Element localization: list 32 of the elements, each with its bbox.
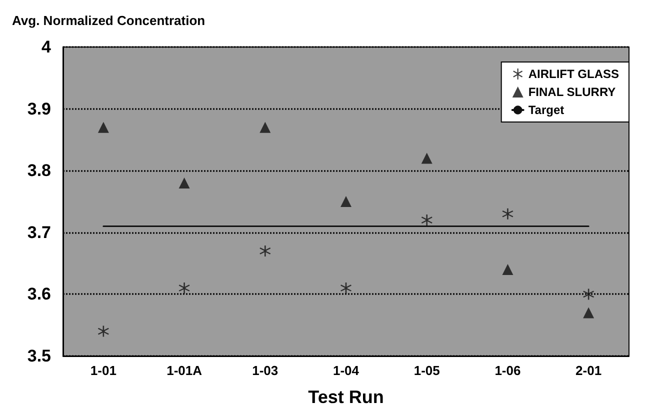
legend-label: FINAL SLURRY [528,85,616,99]
point [583,288,594,300]
point [583,307,594,318]
x-tick-label: 1-06 [494,363,521,378]
point [98,326,109,337]
y-tick-label: 3.6 [27,284,51,304]
point [260,122,271,133]
x-tick-label: 1-01 [90,363,116,378]
point [178,177,190,188]
point [502,208,514,220]
y-axis-title: Avg. Normalized Concentration [12,13,206,28]
x-axis-title: Test Run [308,387,384,407]
point [178,282,190,294]
point [421,152,432,164]
x-tick-label: 1-04 [332,363,360,378]
legend-label: AIRLIFT GLASS [528,67,620,81]
x-tick-label: 1-03 [252,363,278,378]
y-tick-label: 3.5 [27,346,51,366]
point [421,214,432,226]
point [340,282,352,294]
x-tick-label: 2-01 [576,363,602,378]
y-tick-label: 4 [42,38,52,56]
point [502,264,514,275]
point [98,122,109,133]
point [260,245,271,256]
y-tick-label: 3.7 [27,222,51,242]
x-tick-label: 1-01A [166,363,203,378]
y-tick-label: 3.9 [27,99,51,118]
x-tick-label: 1-05 [414,363,440,378]
legend-label: Target [528,103,564,117]
point [340,196,352,207]
y-tick-label: 3.8 [27,161,51,180]
